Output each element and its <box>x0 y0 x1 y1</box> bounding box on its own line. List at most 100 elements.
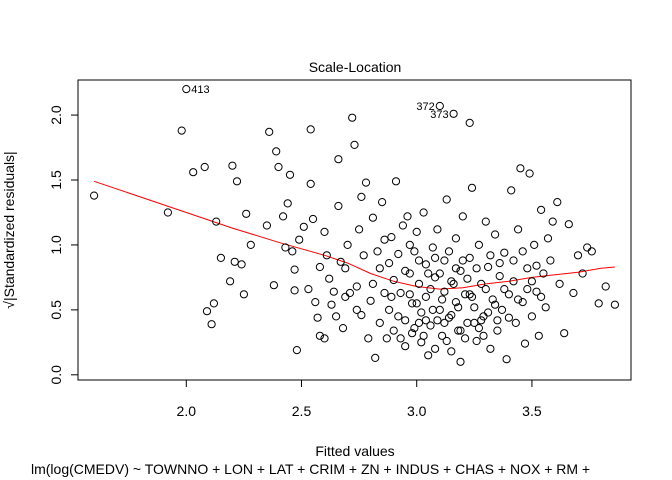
data-point <box>546 256 555 265</box>
data-point <box>380 235 389 244</box>
data-point <box>288 247 297 256</box>
data-point <box>500 285 509 294</box>
data-point <box>398 221 407 230</box>
data-point <box>497 305 507 314</box>
data-point <box>470 303 479 312</box>
data-point <box>295 235 304 244</box>
data-point <box>405 240 414 249</box>
data-point <box>461 290 470 299</box>
data-point <box>265 127 274 136</box>
data-point <box>518 247 527 256</box>
data-point <box>548 217 557 226</box>
data-point <box>438 331 447 340</box>
data-point <box>202 307 212 316</box>
data-point <box>447 277 456 286</box>
data-point <box>410 324 419 333</box>
data-point <box>389 275 398 285</box>
data-point <box>419 208 428 217</box>
data-point <box>456 266 465 275</box>
data-point <box>428 305 437 314</box>
data-point <box>421 260 430 269</box>
data-point <box>532 287 541 296</box>
data-point <box>456 326 465 335</box>
data-point <box>504 290 513 299</box>
data-point <box>477 316 486 325</box>
data-point <box>315 262 324 272</box>
data-point <box>470 318 479 327</box>
data-point <box>481 217 490 226</box>
data-point <box>417 308 426 317</box>
data-point <box>341 264 350 273</box>
x-tick-label: 3.0 <box>407 403 427 419</box>
data-point <box>343 240 352 249</box>
data-point <box>177 126 186 135</box>
data-point <box>345 288 354 298</box>
data-point <box>262 221 271 230</box>
data-point <box>385 305 394 314</box>
data-point <box>532 261 541 270</box>
data-point <box>541 303 550 312</box>
y-axis-label: √|Standardized residuals| <box>1 151 17 308</box>
data-point <box>484 262 493 272</box>
data-point <box>493 326 502 335</box>
y-tick-label: 0.5 <box>48 300 64 320</box>
plot-frame <box>77 79 632 381</box>
data-point <box>382 334 391 343</box>
data-point <box>352 305 361 314</box>
data-point <box>375 318 384 327</box>
data-point <box>587 247 596 256</box>
data-point <box>269 281 278 290</box>
data-point <box>573 251 583 260</box>
data-point <box>442 195 451 204</box>
data-point <box>435 269 444 278</box>
data-point <box>394 312 403 321</box>
data-point <box>279 212 288 221</box>
data-point <box>299 222 308 231</box>
outlier-label: 373 <box>430 109 448 121</box>
data-point <box>226 277 235 286</box>
data-point <box>525 169 534 178</box>
data-point <box>507 186 516 195</box>
data-point <box>514 295 523 304</box>
data-point <box>569 288 578 298</box>
data-point <box>451 234 460 243</box>
x-tick-label: 2.0 <box>177 403 197 419</box>
data-point <box>332 312 341 321</box>
data-point <box>414 318 424 327</box>
data-point <box>578 269 587 278</box>
data-point <box>308 214 318 224</box>
data-point <box>290 286 299 295</box>
data-point <box>467 292 477 301</box>
data-point <box>242 209 251 218</box>
outlier-label: 413 <box>191 84 209 96</box>
data-point <box>355 225 364 234</box>
data-point <box>163 208 172 217</box>
data-point <box>401 342 410 351</box>
chart-title: Scale-Location <box>309 59 402 75</box>
data-point <box>495 259 504 268</box>
data-point <box>334 155 343 164</box>
data-point <box>435 305 444 314</box>
data-point <box>504 313 513 322</box>
data-point <box>313 313 322 322</box>
data-point <box>477 279 486 288</box>
y-tick-label: 2.0 <box>48 105 64 125</box>
data-point <box>419 331 428 340</box>
data-point <box>451 264 460 273</box>
data-point <box>424 269 433 278</box>
data-point <box>366 296 375 305</box>
data-point <box>442 336 451 346</box>
data-point <box>461 334 470 343</box>
data-point <box>553 198 562 207</box>
data-point <box>564 220 573 229</box>
data-point <box>357 192 366 201</box>
data-point <box>396 334 405 343</box>
data-point <box>474 324 483 333</box>
data-point <box>373 247 382 256</box>
data-point <box>212 217 221 226</box>
data-point <box>207 320 216 329</box>
data-point <box>237 260 246 269</box>
data-point <box>530 240 539 249</box>
data-point <box>371 353 380 362</box>
data-point <box>239 290 248 299</box>
